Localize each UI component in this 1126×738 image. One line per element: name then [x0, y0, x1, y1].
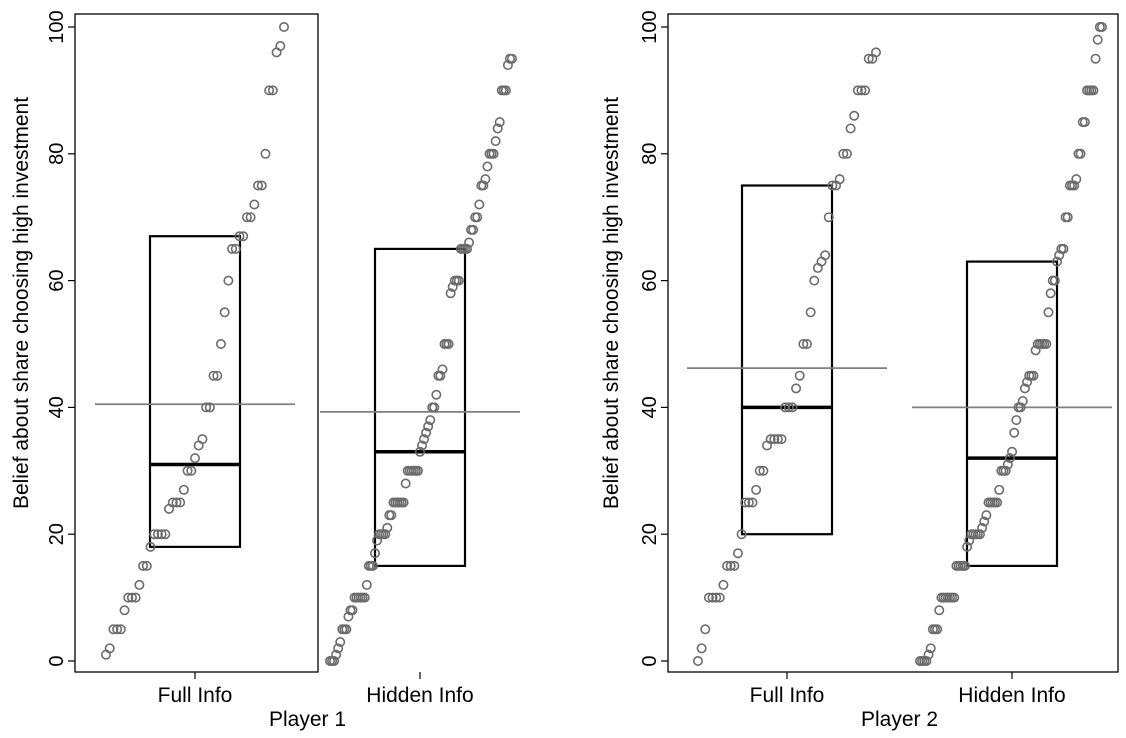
- data-point: [701, 625, 709, 633]
- data-point: [363, 581, 371, 589]
- y-tick-label: 20: [639, 523, 661, 545]
- data-point: [719, 581, 727, 589]
- data-point: [224, 276, 232, 284]
- x-axis-label: Player 2: [861, 708, 938, 731]
- x-tick-label: Hidden Info: [958, 684, 1065, 707]
- data-point: [796, 372, 804, 380]
- x-tick-label: Full Info: [158, 684, 233, 707]
- data-point: [432, 391, 440, 399]
- data-point: [475, 200, 483, 208]
- x-tick-label: Hidden Info: [366, 684, 473, 707]
- data-point: [220, 308, 228, 316]
- y-tick-label: 40: [46, 396, 68, 418]
- data-point: [180, 486, 188, 494]
- data-point: [261, 150, 269, 158]
- y-tick-label: 20: [46, 523, 68, 545]
- data-point: [217, 340, 225, 348]
- data-point: [276, 42, 284, 50]
- y-tick-label: 80: [639, 143, 661, 165]
- y-tick-label: 80: [46, 143, 68, 165]
- y-axis-label: Belief about share choosing high investm…: [10, 97, 33, 509]
- data-point: [752, 486, 760, 494]
- data-point: [697, 644, 705, 652]
- data-point: [846, 124, 854, 132]
- data-point: [1012, 416, 1020, 424]
- data-point: [106, 644, 114, 652]
- data-point: [483, 162, 491, 170]
- data-point: [198, 435, 206, 443]
- data-point: [191, 454, 199, 462]
- y-tick-label: 100: [639, 10, 661, 43]
- data-point: [250, 200, 258, 208]
- data-point: [1010, 429, 1018, 437]
- x-tick-label: Full Info: [750, 684, 825, 707]
- data-point: [734, 549, 742, 557]
- panel-1: 0 20 40 60 80 100 Belief about share choosing …: [10, 10, 520, 731]
- y-tick-label: 0: [46, 655, 68, 666]
- data-point: [1044, 308, 1052, 316]
- plot-frame: [75, 14, 318, 672]
- data-point: [995, 486, 1003, 494]
- data-point: [1091, 55, 1099, 63]
- data-point: [850, 112, 858, 120]
- data-point: [135, 581, 143, 589]
- data-point: [694, 657, 702, 665]
- data-point: [935, 606, 943, 614]
- data-point: [280, 23, 288, 31]
- data-point: [120, 606, 128, 614]
- y-tick-label: 60: [46, 269, 68, 291]
- data-point: [1046, 289, 1054, 297]
- data-point: [806, 308, 814, 316]
- y-axis-label: Belief about share choosing high investm…: [600, 97, 623, 509]
- box-iqr: [742, 186, 832, 535]
- y-tick-label: 100: [46, 10, 68, 43]
- y-tick-label: 40: [639, 396, 661, 418]
- panel-2: 0 20 40 60 80 100 Belief about share choosing …: [600, 10, 1118, 731]
- data-point: [401, 479, 409, 487]
- y-tick-label: 60: [639, 269, 661, 291]
- data-point: [810, 276, 818, 284]
- box-iqr: [150, 236, 240, 547]
- x-axis-label: Player 1: [269, 708, 346, 731]
- data-point: [792, 384, 800, 392]
- data-point: [491, 137, 499, 145]
- data-point: [1094, 35, 1102, 43]
- y-tick-label: 0: [639, 655, 661, 666]
